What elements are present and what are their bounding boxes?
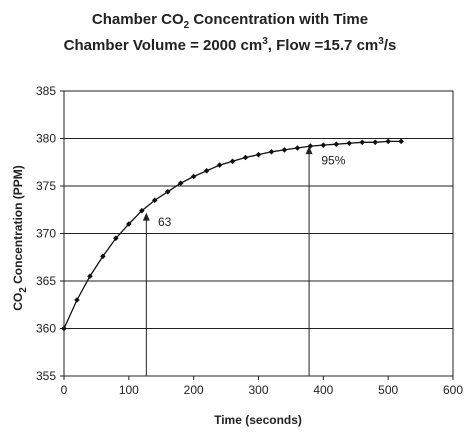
data-point-0-26 [398,138,404,145]
data-point-0-7 [151,197,158,204]
x-tick-label-100: 100 [119,383,139,397]
data-point-0-3 [100,253,106,260]
x-tick-label-600: 600 [443,383,463,397]
x-tick-label-0: 0 [61,383,68,397]
data-point-0-13 [229,158,236,165]
data-point-0-23 [359,139,366,146]
data-point-0-17 [281,147,288,153]
data-point-0-22 [346,140,353,147]
data-point-0-25 [385,138,391,145]
x-tick-label-200: 200 [184,383,204,397]
y-tick-label-355: 355 [36,369,56,383]
y-tick-label-365: 365 [36,274,56,288]
x-tick-label-300: 300 [248,383,268,397]
data-point-0-5 [126,221,132,227]
data-point-0-2 [87,273,93,280]
y-tick-label-370: 370 [36,227,56,241]
annotation-label-0: 63 [158,215,172,229]
data-point-0-14 [242,154,249,161]
data-point-0-11 [203,168,210,174]
data-point-0-4 [113,235,119,242]
annotation-arrowhead-0 [142,212,150,221]
data-point-0-12 [216,162,223,168]
data-point-0-10 [190,173,197,180]
x-axis-label: Time (seconds) [214,413,302,427]
y-tick-label-385: 385 [36,84,56,98]
annotation-arrowhead-1 [305,146,313,155]
plot-area: 355 360 365 370 375 380 385 0 100 200 300 400 500 600… [36,84,463,397]
series-line-0 [63,140,402,329]
chart-title-line-1: Chamber CO2 Concentration with Time [92,11,368,31]
y-tick-label-360: 360 [36,322,56,336]
data-point-0-6 [139,207,145,214]
x-tick-label-500: 500 [378,383,398,397]
data-point-0-18 [294,145,301,151]
data-point-0-21 [333,141,340,147]
data-point-0-0 [61,325,67,332]
annotation-label-1: 95% [321,153,345,167]
y-tick-label-375: 375 [36,179,56,193]
y-axis-label: CO2 Concentration (PPM) [11,165,29,311]
data-point-0-24 [372,139,378,146]
data-point-0-1 [74,297,80,303]
chart-title-line-2: Chamber Volume = 2000 cm3, Flow =15.7 cm… [64,36,397,54]
y-tick-label-380: 380 [36,132,56,146]
data-point-0-15 [255,151,262,158]
data-point-0-8 [164,188,171,195]
data-point-0-16 [268,149,275,155]
data-point-0-9 [177,180,184,186]
x-tick-label-400: 400 [313,383,333,397]
data-point-0-20 [320,142,327,148]
